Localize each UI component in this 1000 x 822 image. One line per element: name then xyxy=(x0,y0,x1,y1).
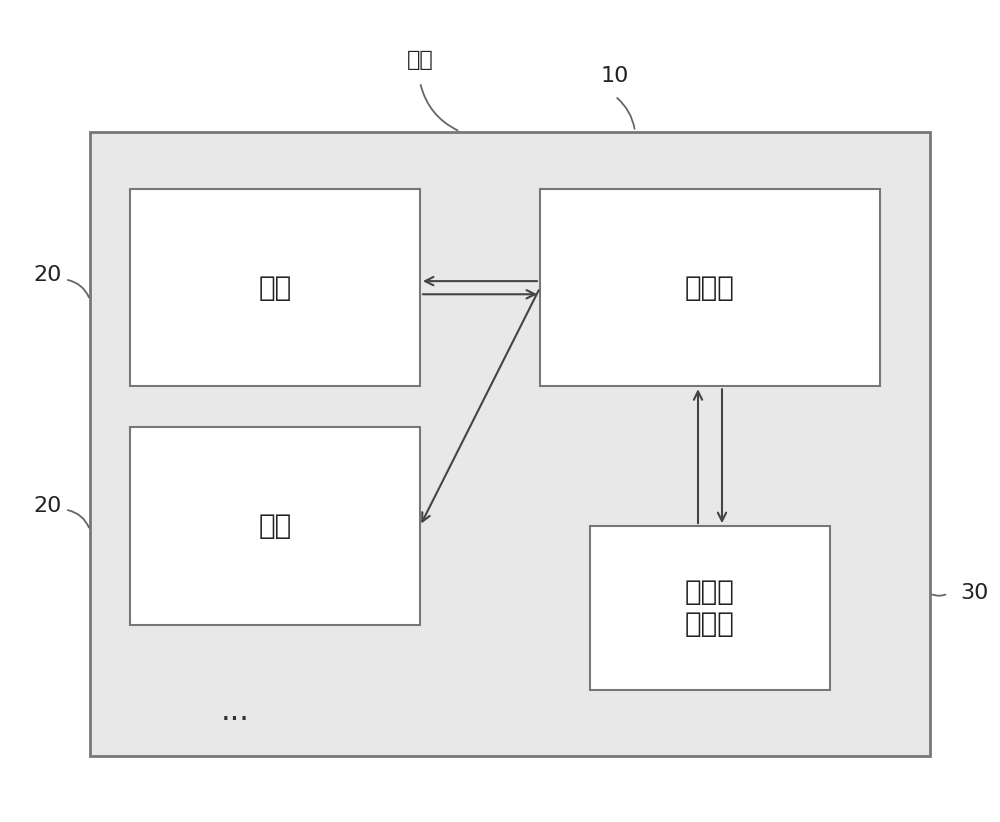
Text: ...: ... xyxy=(221,696,249,726)
Text: 空调器: 空调器 xyxy=(685,274,735,302)
Text: 10: 10 xyxy=(601,67,629,86)
Text: 操作输
入模块: 操作输 入模块 xyxy=(685,578,735,639)
Text: 20: 20 xyxy=(34,496,62,515)
Bar xyxy=(130,189,420,386)
Text: 风扇: 风扇 xyxy=(258,512,292,540)
Text: 风扇: 风扇 xyxy=(258,274,292,302)
Bar xyxy=(540,189,880,386)
Text: 20: 20 xyxy=(34,266,62,285)
Text: 30: 30 xyxy=(960,584,988,603)
Bar xyxy=(590,526,830,690)
Bar xyxy=(130,427,420,625)
Bar xyxy=(90,132,930,756)
Text: 房间: 房间 xyxy=(407,50,433,70)
